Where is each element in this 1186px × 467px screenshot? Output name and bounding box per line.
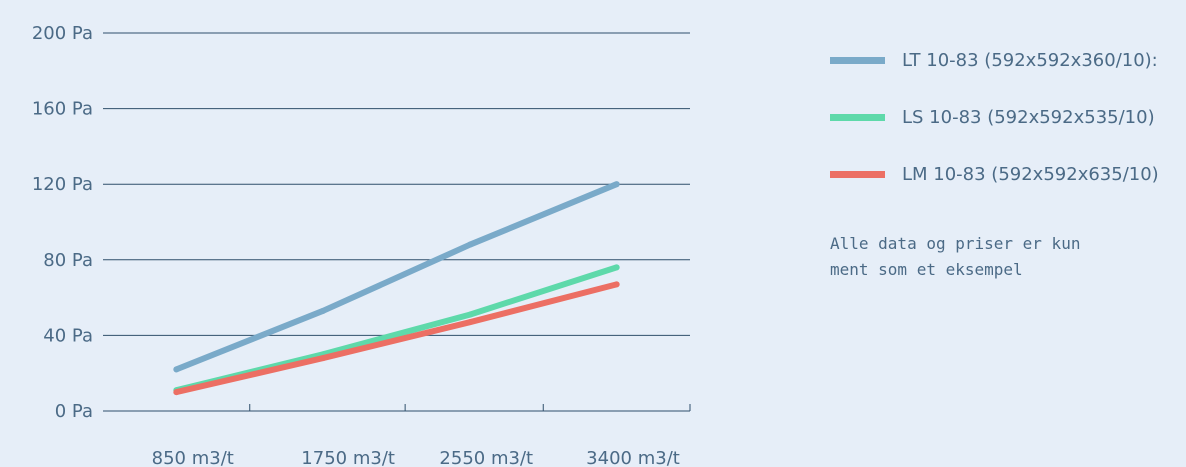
legend-label-lt: LT 10-83 (592x592x360/10):	[902, 49, 1158, 71]
x-tick-label: 1750 m3/t	[301, 448, 395, 467]
data-point	[320, 355, 327, 362]
y-tick-label: 160 Pa	[32, 99, 93, 120]
legend-item-ls: LS 10-83 (592x592x535/10)	[830, 103, 1186, 131]
y-tick-label: 40 Pa	[43, 325, 93, 346]
series-line-3	[173, 281, 620, 396]
data-point	[613, 181, 620, 188]
legend-label-ls: LS 10-83 (592x592x535/10)	[902, 106, 1155, 128]
data-point	[613, 281, 620, 288]
y-tick-label: 120 Pa	[32, 174, 93, 195]
series-line-1	[173, 181, 620, 373]
disclaimer-note: Alle data og priser er kun ment som et e…	[830, 234, 1081, 279]
legend-label-lm: LM 10-83 (592x592x635/10)	[902, 163, 1159, 185]
legend-item-lm: LM 10-83 (592x592x635/10)	[830, 160, 1186, 188]
x-tick-label: 3400 m3/t	[586, 448, 680, 467]
y-tick-label: 0 Pa	[55, 401, 93, 422]
data-point	[466, 319, 473, 326]
series-line-2	[173, 264, 620, 394]
data-point	[613, 264, 620, 271]
data-point	[466, 241, 473, 248]
x-tick-label: 2550 m3/t	[439, 448, 533, 467]
legend-item-lt: LT 10-83 (592x592x360/10):	[830, 46, 1186, 74]
legend-swatch-lm	[830, 170, 885, 178]
x-tick-label: 850 m3/t	[152, 448, 234, 467]
legend-swatch-ls	[830, 113, 885, 121]
data-point	[173, 389, 180, 396]
y-tick-label: 80 Pa	[43, 250, 93, 271]
y-tick-label: 200 Pa	[32, 23, 93, 44]
data-point	[466, 311, 473, 318]
chart-legend: LT 10-83 (592x592x360/10): LS 10-83 (592…	[830, 46, 1186, 217]
legend-swatch-lt	[830, 56, 885, 64]
data-point	[173, 366, 180, 373]
data-point	[320, 307, 327, 314]
